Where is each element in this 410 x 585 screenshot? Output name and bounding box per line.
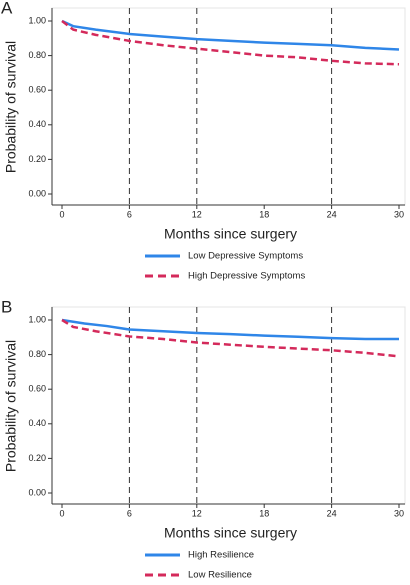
y-tick-label: 0.20 (28, 154, 46, 164)
panel-label: B (1, 297, 12, 316)
y-tick-label: 0.40 (28, 119, 46, 129)
y-tick-label: 0.60 (28, 384, 46, 394)
x-tick-label: 6 (127, 209, 132, 219)
x-tick-label: 18 (259, 508, 269, 518)
legend-label: Low Resilience (188, 570, 252, 581)
survival-line (61, 318, 400, 358)
x-axis-title: Months since surgery (164, 226, 297, 242)
y-axis-title: Probability of survival (3, 340, 19, 472)
x-tick-label: 30 (394, 209, 404, 219)
y-tick-label: 0.00 (28, 487, 46, 497)
y-tick-label: 1.00 (28, 314, 46, 324)
x-tick-label: 6 (127, 508, 132, 518)
y-tick-label: 0.20 (28, 453, 46, 463)
y-tick-label: 0.60 (28, 85, 46, 95)
x-axis-title: Months since surgery (164, 525, 297, 541)
survival-line (61, 318, 399, 341)
plot-frame (51, 306, 406, 505)
x-tick-label: 24 (327, 508, 337, 518)
survival-line (61, 20, 400, 66)
y-tick-label: 0.40 (28, 418, 46, 428)
x-tick-label: 18 (259, 209, 269, 219)
panel-label: A (1, 0, 13, 17)
legend-label: High Depressive Symptoms (188, 271, 305, 282)
x-tick-label: 24 (327, 209, 337, 219)
y-axis-title: Probability of survival (3, 41, 19, 173)
y-tick-label: 1.00 (28, 15, 46, 25)
y-tick-label: 0.80 (28, 50, 46, 60)
x-tick-label: 0 (59, 209, 64, 219)
x-tick-label: 12 (192, 508, 202, 518)
legend-label: Low Depressive Symptoms (188, 251, 303, 262)
x-tick-label: 12 (192, 209, 202, 219)
survival-line (61, 19, 400, 51)
x-tick-label: 30 (394, 508, 404, 518)
y-tick-label: 0.80 (28, 349, 46, 359)
legend-label: High Resilience (188, 550, 254, 561)
y-tick-label: 0.00 (28, 188, 46, 198)
x-tick-label: 0 (59, 508, 64, 518)
